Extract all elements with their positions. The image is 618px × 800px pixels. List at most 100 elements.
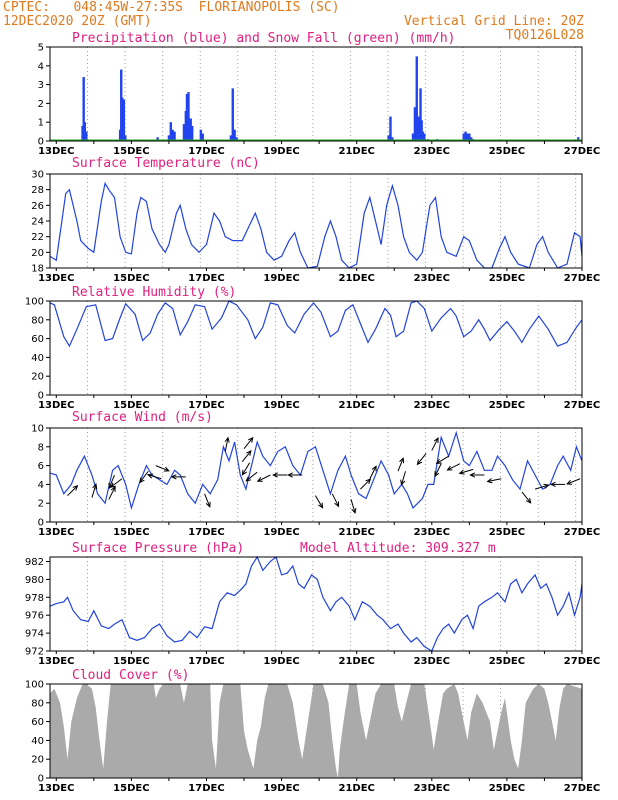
y-tick-label: 20 <box>31 755 44 766</box>
precip-bar <box>189 118 192 141</box>
precip-bar <box>470 137 473 141</box>
x-tick-label: 25DEC <box>489 146 525 157</box>
precip-bar <box>466 133 469 141</box>
wind-arrow-head <box>351 507 357 514</box>
panel-title: Cloud Cover (%) <box>72 668 189 683</box>
x-tick-label: 21DEC <box>338 273 374 284</box>
wind-arrow <box>155 465 169 472</box>
wind-arrow-head <box>435 458 442 464</box>
precip-bar <box>423 133 426 141</box>
y-tick-label: 80 <box>31 698 44 709</box>
series-line <box>49 430 583 511</box>
precip-bar <box>231 88 234 141</box>
wind-arrow <box>245 471 258 482</box>
y-tick-label: 0 <box>38 518 44 529</box>
wind-arrow-head <box>146 473 154 479</box>
wind-arrow <box>417 453 427 465</box>
panel-subtitle: Model Altitude: 309.327 m <box>300 541 496 556</box>
wind-arrow-head <box>433 437 439 444</box>
wind-arrow-head <box>486 478 493 484</box>
y-tick-label: 26 <box>31 201 44 212</box>
y-tick-label: 28 <box>31 185 44 196</box>
wind-arrow <box>110 478 123 488</box>
x-tick-label: 17DEC <box>188 273 224 284</box>
wind-arrow <box>360 478 371 490</box>
x-tick-label: 25DEC <box>489 273 525 284</box>
wind-arrow-head <box>399 457 405 464</box>
panel-title: Surface Temperature (nC) <box>72 156 260 171</box>
wind-arrow <box>243 437 254 449</box>
wind-arrow-head <box>205 501 211 508</box>
x-tick-label: 23DEC <box>414 146 450 157</box>
wind-arrow <box>257 474 271 482</box>
precip-bar <box>233 129 236 141</box>
y-tick-label: 10 <box>31 424 44 435</box>
x-tick-label: 27DEC <box>564 527 600 538</box>
wind-arrow-head <box>245 476 252 482</box>
wind-arrow <box>566 478 581 485</box>
x-tick-label: 17DEC <box>188 400 224 411</box>
y-tick-label: 980 <box>25 575 44 586</box>
wind-arrow <box>147 474 162 480</box>
panel-frame <box>49 556 583 652</box>
precip-bar <box>156 137 159 141</box>
wind-arrow-head <box>256 476 263 482</box>
wind-arrow-head <box>170 474 177 480</box>
panel-title: Surface Wind (m/s) <box>72 410 213 425</box>
y-tick-label: 40 <box>31 353 44 364</box>
wind-arrow <box>67 485 78 497</box>
y-tick-label: 40 <box>31 736 44 747</box>
y-tick-label: 0 <box>38 391 44 402</box>
x-tick-label: 15DEC <box>113 783 149 794</box>
x-tick-label: 13DEC <box>38 400 74 411</box>
y-tick-label: 5 <box>38 43 44 54</box>
wind-arrow <box>350 499 356 513</box>
precip-bar <box>187 92 190 141</box>
wind-arrow <box>534 484 549 490</box>
x-tick-label: 19DEC <box>263 656 299 667</box>
wind-arrow <box>447 463 461 471</box>
y-tick-label: 972 <box>25 647 44 658</box>
y-tick-label: 60 <box>31 717 44 728</box>
precip-bar <box>182 124 186 141</box>
precip-bar <box>389 116 392 141</box>
x-tick-label: 21DEC <box>338 400 374 411</box>
precip-bar <box>415 56 418 141</box>
x-tick-label: 15DEC <box>113 273 149 284</box>
wind-arrow <box>397 458 404 472</box>
precip-bar <box>122 99 126 141</box>
wind-arrow <box>224 437 229 452</box>
x-tick-label: 17DEC <box>188 783 224 794</box>
x-tick-label: 15DEC <box>113 400 149 411</box>
series-line <box>49 300 583 348</box>
station-line: CPTEC: 048:45W-27:35S FLORIANOPOLIS (SC) <box>3 0 340 15</box>
x-tick-label: 13DEC <box>38 273 74 284</box>
wind-arrow-head <box>458 469 465 475</box>
wind-arrow-head <box>248 436 254 443</box>
wind-arrow <box>459 468 474 474</box>
x-tick-label: 19DEC <box>263 527 299 538</box>
x-tick-label: 21DEC <box>338 656 374 667</box>
wind-arrow <box>401 471 406 485</box>
y-tick-label: 4 <box>38 61 44 72</box>
x-tick-label: 15DEC <box>113 146 149 157</box>
y-tick-label: 6 <box>38 461 44 472</box>
precip-bar <box>235 137 238 141</box>
y-tick-label: 80 <box>31 315 44 326</box>
wind-arrow-head <box>416 459 423 466</box>
x-tick-label: 13DEC <box>38 656 74 667</box>
x-tick-label: 19DEC <box>263 783 299 794</box>
y-tick-label: 0 <box>38 137 44 148</box>
x-tick-label: 23DEC <box>414 400 450 411</box>
wind-arrow <box>431 437 439 451</box>
precip-bar <box>185 94 189 141</box>
precip-bar <box>169 122 173 141</box>
y-tick-label: 100 <box>25 297 44 308</box>
panel-6 <box>46 683 583 781</box>
panel-5 <box>46 555 583 654</box>
series-line <box>49 555 583 652</box>
precip-bar <box>421 131 424 141</box>
y-tick-label: 100 <box>25 680 44 691</box>
x-tick-label: 23DEC <box>414 273 450 284</box>
wind-arrow-head <box>318 502 324 509</box>
